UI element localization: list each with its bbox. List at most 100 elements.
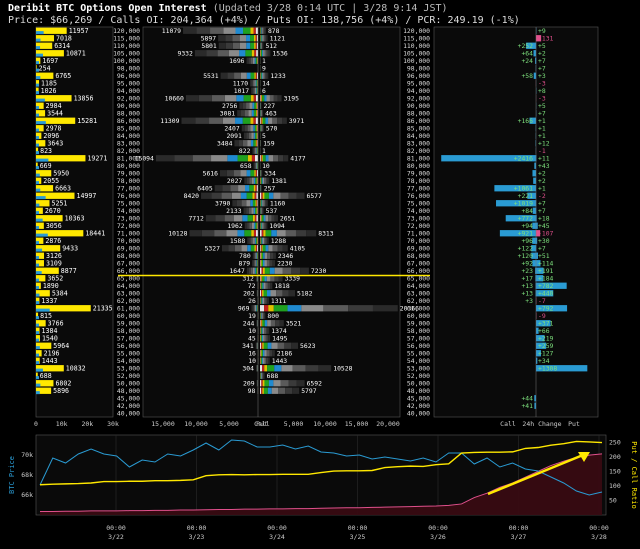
strike-label-right: 78,000 (407, 177, 430, 185)
put-oi-segment (260, 35, 262, 42)
put-oi-segment (264, 27, 266, 34)
put-oi-segment (260, 177, 262, 184)
put-total-bar (36, 181, 39, 185)
strike-label-right: 74,000 (407, 207, 430, 215)
call-oi-label: 2091 (226, 132, 242, 140)
call-total-bar (36, 215, 63, 222)
call-oi-segment (256, 170, 258, 177)
call-oi-segment (220, 72, 228, 79)
call-oi-segment (251, 110, 254, 117)
call-total-label: 2055 (43, 177, 59, 185)
put-total-bar (36, 278, 39, 282)
call-oi-segment (240, 192, 247, 199)
put-oi-label: 7230 (311, 267, 327, 275)
call-oi-label: 72 (248, 282, 256, 290)
put-oi-segment (263, 230, 266, 237)
call-oi-segment (253, 230, 256, 237)
call-oi-segment (255, 170, 257, 177)
call-total-label: 15281 (77, 117, 97, 125)
put-oi-segment (266, 357, 269, 364)
strike-label-right: 42,000 (407, 402, 430, 410)
call-oi-segment (253, 110, 256, 117)
call-oi-segment (255, 185, 257, 192)
call-total-label: 10832 (66, 365, 86, 373)
call-oi-label: 16 (248, 350, 256, 358)
call-oi-segment (251, 132, 254, 139)
strike-label-right: 58,000 (407, 327, 430, 335)
call-oi-segment (248, 132, 252, 139)
call-change-bar (534, 402, 536, 409)
call-oi-segment (183, 27, 197, 34)
put-oi-label: 227 (264, 102, 276, 110)
history-x-tick-date: 3/23 (189, 533, 205, 541)
call-oi-segment (256, 305, 258, 312)
call-total-bar (36, 290, 50, 297)
call-oi-segment (244, 110, 249, 117)
strike-label-left: 82,000 (117, 147, 140, 155)
call-oi-segment (214, 185, 223, 192)
call-change-label: +23 (521, 267, 533, 275)
put-oi-segment (282, 245, 288, 252)
strike-label-right: 72,000 (407, 222, 430, 230)
put-oi-segment (264, 95, 267, 102)
call-oi-segment (247, 140, 251, 147)
call-oi-segment (252, 200, 256, 207)
call-oi-label: 1170 (233, 80, 249, 88)
call-oi-segment (256, 42, 258, 49)
change-panel: +9-131+252 +5+64 +2+24 +7+7+58 +3-3+8-3+5+7+… (433, 26, 599, 428)
oi-tick-right: 5,000 (284, 420, 304, 428)
put-oi-label: 5797 (301, 387, 317, 395)
call-oi-segment (245, 185, 250, 192)
put-change-label: +45 (538, 222, 550, 230)
call-total-label: 3126 (46, 252, 62, 260)
put-change-label: +7 (538, 200, 546, 208)
put-total-bar (36, 233, 48, 237)
put-oi-segment (260, 320, 262, 327)
call-oi-segment (255, 267, 257, 274)
put-oi-segment (261, 177, 263, 184)
put-oi-segment (262, 245, 266, 252)
put-oi-segment (261, 110, 263, 117)
call-oi-segment (246, 132, 249, 139)
call-total-bar (36, 252, 45, 259)
call-oi-segment (257, 102, 258, 109)
put-total-bar (36, 293, 40, 297)
call-oi-label: 7712 (188, 215, 204, 223)
call-oi-segment (255, 207, 257, 214)
call-change-label: +772 (518, 215, 534, 223)
put-oi-segment (262, 357, 265, 364)
call-total-label: 1540 (42, 335, 58, 343)
call-oi-label: 202 (243, 290, 255, 298)
call-oi-segment (256, 222, 258, 229)
call-oi-label: 780 (239, 252, 251, 260)
call-oi-segment (245, 50, 252, 57)
change-tick: 24h Change (522, 420, 561, 428)
call-oi-label: 879 (239, 260, 251, 268)
call-total-label: 5251 (51, 200, 67, 208)
call-change-bar (531, 252, 536, 259)
call-total-label: 1026 (41, 87, 57, 95)
call-change-label: +921 (518, 230, 534, 238)
put-oi-segment (278, 387, 286, 394)
put-oi-label: 257 (264, 185, 276, 193)
call-oi-label: 2133 (226, 207, 242, 215)
put-change-label: +9 (538, 27, 546, 35)
call-oi-segment (248, 110, 252, 117)
put-oi-segment (260, 380, 262, 387)
put-change-bar (536, 342, 547, 349)
put-oi-segment (348, 305, 373, 312)
call-total-label: 2196 (44, 350, 60, 358)
strike-label-left: 90,000 (117, 102, 140, 110)
call-oi-segment (256, 102, 257, 109)
call-change-bar (535, 290, 536, 297)
call-oi-segment (250, 140, 254, 147)
put-oi-segment (262, 207, 264, 214)
call-oi-segment (254, 72, 256, 79)
put-oi-segment (263, 260, 265, 267)
call-oi-segment (210, 27, 224, 34)
call-oi-label: 9332 (177, 50, 193, 58)
strike-label-right: 57,000 (407, 335, 430, 343)
strike-label-right: 110,000 (403, 42, 430, 50)
call-oi-label: 5801 (201, 42, 217, 50)
